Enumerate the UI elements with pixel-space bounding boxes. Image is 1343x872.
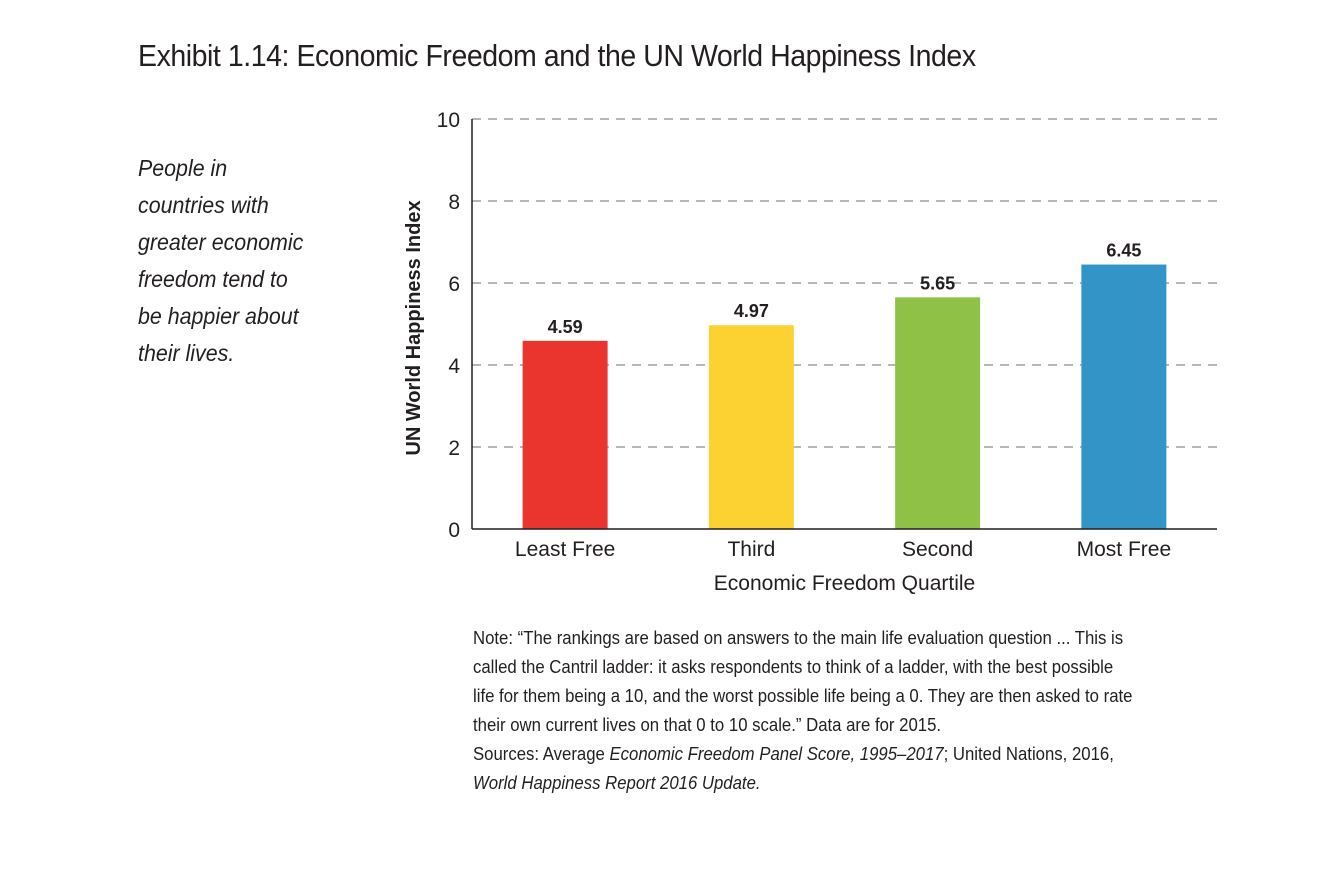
chart-note: Note: “The rankings are based on answers… (473, 624, 1180, 798)
gridlines (472, 118, 1217, 448)
note-line: Note: “The rankings are based on answers… (473, 628, 1124, 648)
y-tick-label: 10 (437, 109, 460, 132)
y-tick-label: 2 (448, 437, 460, 460)
note-line: called the Cantril ladder: it asks respo… (473, 657, 1114, 677)
sources-line: World Happiness Report 2016 Update. (473, 769, 1180, 798)
y-tick-labels: 0 2 4 6 8 10 (437, 109, 461, 542)
side-caption: People in countries with greater economi… (138, 150, 324, 372)
side-caption-line: their lives. (138, 340, 235, 366)
sources-title-2: World Happiness Report 2016 Update. (473, 773, 761, 793)
sources-mid: ; United Nations, 2016, (943, 744, 1114, 764)
x-tick-label: Most Free (1077, 538, 1172, 561)
y-tick-label: 8 (448, 191, 460, 214)
side-caption-line: freedom tend to (138, 266, 288, 292)
x-tick-label: Third (727, 538, 775, 561)
value-label: 4.97 (734, 301, 769, 321)
value-label: 6.45 (1106, 241, 1141, 261)
y-tick-label: 0 (448, 519, 460, 542)
y-tick-label: 6 (448, 273, 460, 296)
axes (471, 119, 1217, 530)
x-tick-label: Least Free (515, 538, 615, 561)
note-line: life for them being a 10, and the worst … (473, 686, 1133, 706)
bar-least-free (522, 340, 608, 529)
side-caption-line: People in (138, 155, 228, 181)
value-labels: 4.59 4.97 5.65 6.45 (548, 241, 1142, 337)
y-axis-label: UN World Happiness Index (403, 200, 425, 455)
bars (522, 264, 1167, 529)
y-tick-label: 4 (448, 355, 460, 378)
sources-line: Sources: Average Economic Freedom Panel … (473, 740, 1180, 769)
note-line: their own current lives on that 0 to 10 … (473, 715, 942, 735)
x-tick-labels: Least Free Third Second Most Free (515, 538, 1171, 561)
sources-title-1: Economic Freedom Panel Score, 1995–2017 (609, 744, 944, 764)
chart-title: Exhibit 1.14: Economic Freedom and the U… (138, 38, 976, 73)
sources-prefix: Sources: Average (473, 744, 610, 764)
x-axis-label: Economic Freedom Quartile (714, 572, 975, 595)
x-tick-label: Second (902, 538, 973, 561)
bar-second (895, 297, 981, 529)
side-caption-line: be happier about (138, 303, 299, 329)
side-caption-line: greater economic (138, 229, 304, 255)
value-label: 5.65 (920, 273, 955, 293)
bar-third (708, 325, 794, 529)
value-label: 4.59 (548, 317, 583, 337)
bar-most-free (1081, 264, 1167, 529)
side-caption-line: countries with (138, 192, 269, 218)
